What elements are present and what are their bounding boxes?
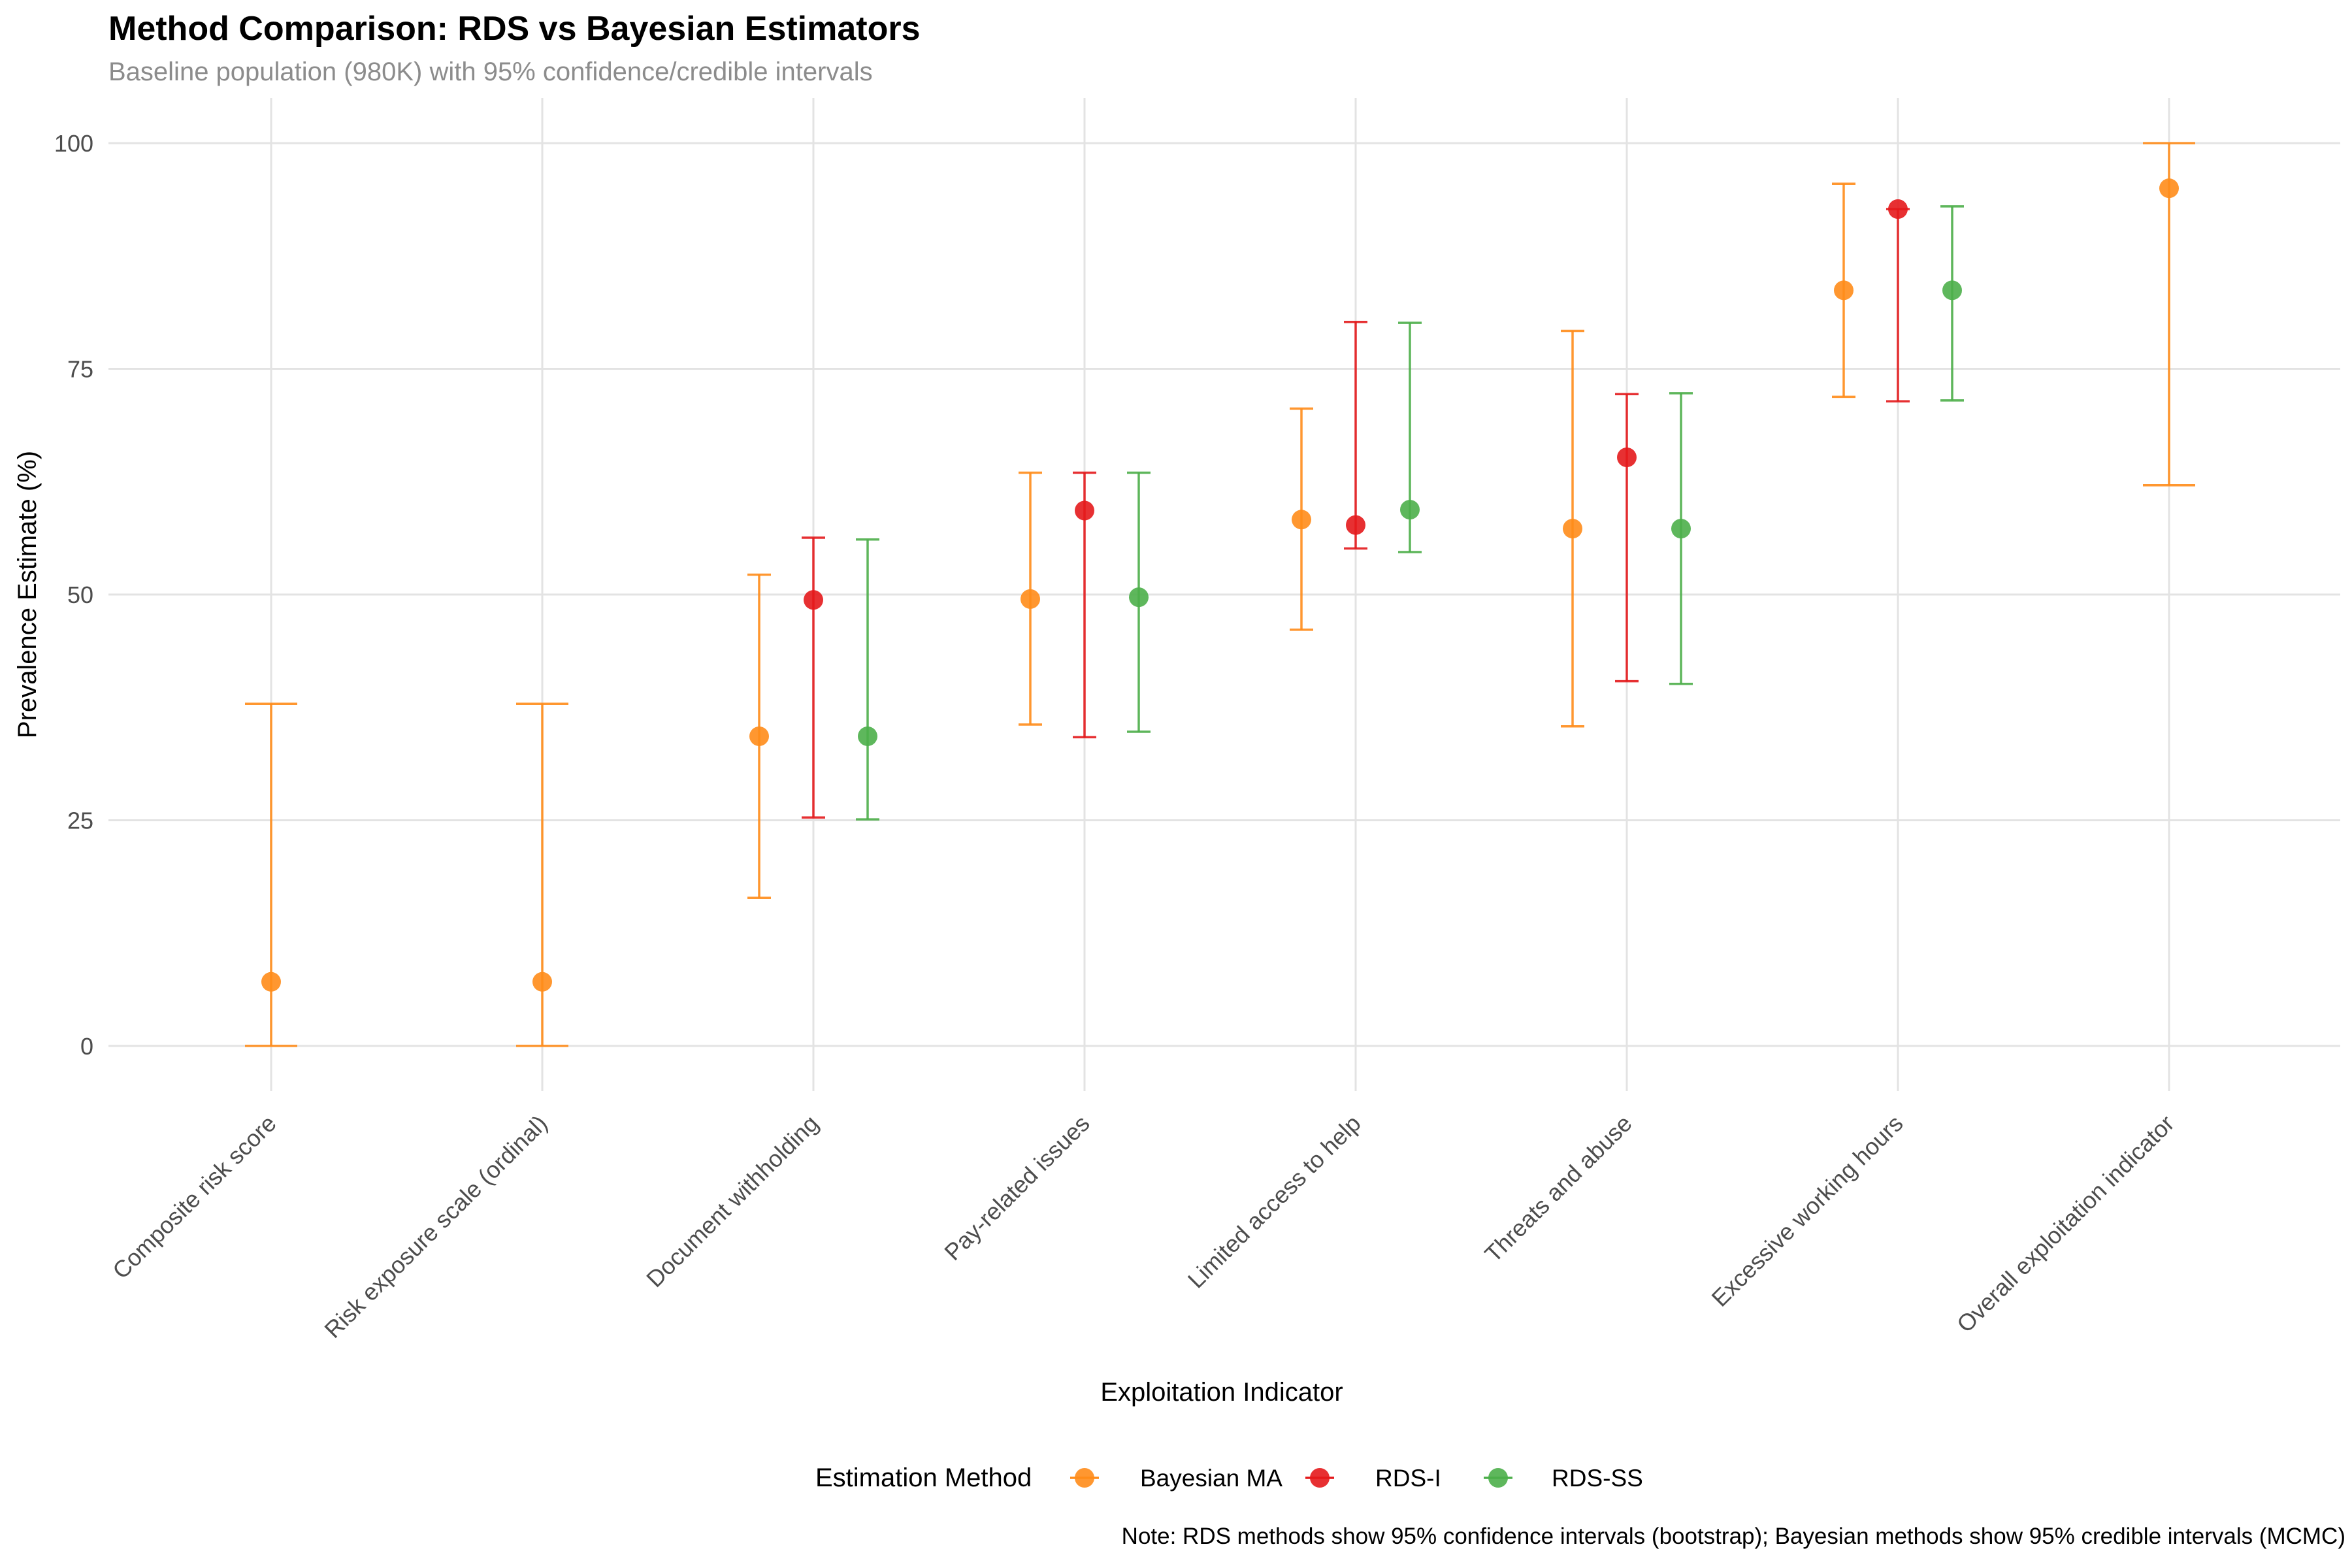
x-tick-label: Risk exposure scale (ordinal) [319, 1110, 552, 1343]
data-point [1075, 500, 1094, 521]
data-point [1942, 280, 1962, 301]
y-tick-label-50: 50 [67, 581, 93, 608]
legend-label: RDS-I [1375, 1465, 1441, 1492]
footnote: Note: RDS methods show 95% confidence in… [1121, 1524, 2345, 1549]
data-point [1346, 515, 1365, 535]
data-point [1021, 589, 1040, 609]
data-point [532, 972, 552, 992]
chart-subtitle: Baseline population (980K) with 95% conf… [108, 57, 873, 86]
data-point [1400, 500, 1420, 520]
data-point [1129, 587, 1149, 608]
data-point [858, 726, 877, 746]
data-point [1834, 280, 1854, 301]
data-point [1617, 447, 1637, 467]
data-point [1888, 199, 1908, 219]
x-tick-label: Limited access to help [1183, 1110, 1366, 1294]
legend-key-point [1075, 1468, 1094, 1488]
x-tick-label: Composite risk score [107, 1110, 282, 1284]
data-point [1671, 519, 1691, 539]
y-tick-label-0: 0 [80, 1033, 93, 1060]
chart-title: Method Comparison: RDS vs Bayesian Estim… [108, 10, 921, 48]
x-tick-label: Overall exploitation indicator [1952, 1110, 2180, 1338]
y-axis-title: Prevalence Estimate (%) [13, 451, 42, 738]
x-axis-title: Exploitation Indicator [1100, 1378, 1343, 1407]
x-tick-label: Excessive working hours [1707, 1110, 1908, 1312]
data-point [1292, 510, 1311, 530]
legend-key-point [1310, 1468, 1330, 1488]
grid-lines [108, 98, 2340, 1091]
legend: Estimation Method Bayesian MA RDS-I RDS-SS [815, 1463, 1643, 1492]
data-point [749, 726, 769, 746]
x-tick-label: Document withholding [641, 1110, 823, 1292]
y-tick-label-25: 25 [67, 807, 93, 834]
data-point [2159, 178, 2179, 199]
legend-label: RDS-SS [1552, 1465, 1643, 1492]
legend-title: Estimation Method [815, 1463, 1032, 1492]
data-point [261, 972, 281, 992]
y-tick-label-75: 75 [67, 356, 93, 383]
y-axis-ticks: 0 25 50 75 100 [54, 130, 93, 1060]
legend-label: Bayesian MA [1140, 1465, 1282, 1492]
data-point [1563, 519, 1582, 539]
x-tick-label: Pay-related issues [939, 1110, 1094, 1266]
legend-key-point [1488, 1468, 1508, 1488]
x-tick-label: Threats and abuse [1479, 1110, 1637, 1267]
y-tick-label-100: 100 [54, 130, 93, 157]
data-point [804, 590, 823, 610]
series-marks [245, 142, 2195, 1047]
x-axis-ticks: Composite risk score Risk exposure scale … [107, 1110, 2180, 1343]
